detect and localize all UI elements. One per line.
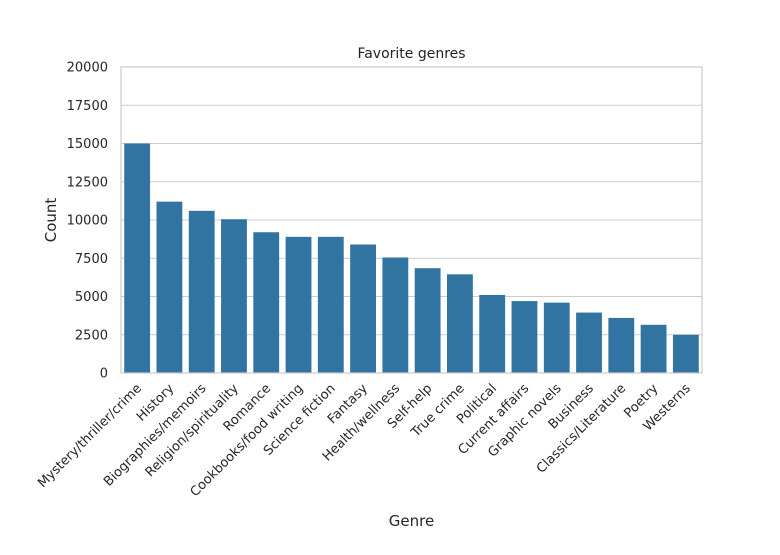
y-tick-labels: 0 2500 5000 7500 10000 12500 15000 17500 20000 [67, 61, 108, 382]
bar [382, 257, 409, 373]
bar [479, 294, 506, 373]
bar [608, 317, 635, 373]
y-tick-label: 7500 [75, 252, 108, 267]
y-tick-label: 20000 [67, 61, 108, 76]
y-tick-label: 0 [100, 367, 108, 382]
y-tick-label: 15000 [67, 137, 108, 152]
bar [253, 232, 280, 373]
bar [188, 210, 215, 373]
bar [156, 201, 183, 373]
y-tick-label: 17500 [67, 99, 108, 114]
chart-title: Favorite genres [357, 46, 465, 62]
x-axis-label: Genre [389, 512, 434, 530]
y-tick-label: 2500 [75, 328, 108, 343]
bar [285, 236, 312, 373]
bar [640, 324, 667, 373]
bar [672, 334, 699, 373]
x-tick-label: Mystery/thriller/crime [35, 381, 145, 491]
bar [350, 244, 376, 373]
x-tick-labels: Mystery/thriller/crimeHistoryBiographies… [35, 381, 694, 500]
plot-frame [120, 66, 703, 374]
y-tick-label: 10000 [67, 214, 108, 229]
bar [511, 301, 538, 373]
bar [576, 312, 602, 373]
bar [543, 302, 570, 373]
bar [221, 219, 247, 373]
y-tick-label: 5000 [75, 290, 108, 305]
bar [414, 268, 441, 373]
bars [124, 143, 699, 373]
y-axis-label: Count [42, 198, 60, 243]
y-tick-label: 12500 [67, 175, 108, 190]
bar [447, 274, 473, 373]
bar [124, 143, 151, 373]
bar [317, 236, 344, 373]
